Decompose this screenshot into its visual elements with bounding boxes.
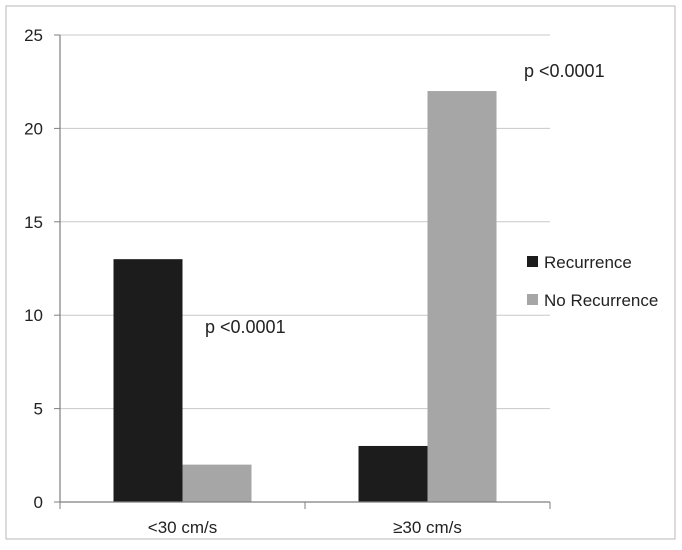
x-tick-label: <30 cm/s [148, 518, 217, 537]
annotations: p <0.0001 p <0.0001 [205, 61, 605, 337]
legend-label: No Recurrence [544, 291, 658, 310]
legend: Recurrence No Recurrence [527, 253, 658, 310]
bar-recurrence [358, 445, 428, 502]
bar-no-recurrence [427, 91, 497, 502]
y-tick-label: 0 [34, 493, 43, 512]
x-tick-label: ≥30 cm/s [393, 518, 462, 537]
legend-swatch-no-recurrence [527, 294, 538, 305]
x-tick-labels: <30 cm/s ≥30 cm/s [148, 518, 462, 537]
chart-border [5, 5, 676, 540]
axis-ticks [54, 34, 551, 509]
bar-recurrence [113, 259, 183, 502]
y-tick-labels: 0 5 10 15 20 25 [24, 26, 43, 512]
y-tick-label: 5 [34, 400, 43, 419]
legend-swatch-recurrence [527, 256, 538, 267]
y-tick-label: 25 [24, 26, 43, 45]
bar-no-recurrence [182, 464, 252, 502]
y-tick-label: 10 [24, 306, 43, 325]
p-value-annotation: p <0.0001 [205, 317, 286, 337]
legend-label: Recurrence [544, 253, 632, 272]
y-tick-label: 15 [24, 213, 43, 232]
y-tick-label: 20 [24, 119, 43, 138]
bars [113, 91, 497, 502]
p-value-annotation: p <0.0001 [524, 61, 605, 81]
